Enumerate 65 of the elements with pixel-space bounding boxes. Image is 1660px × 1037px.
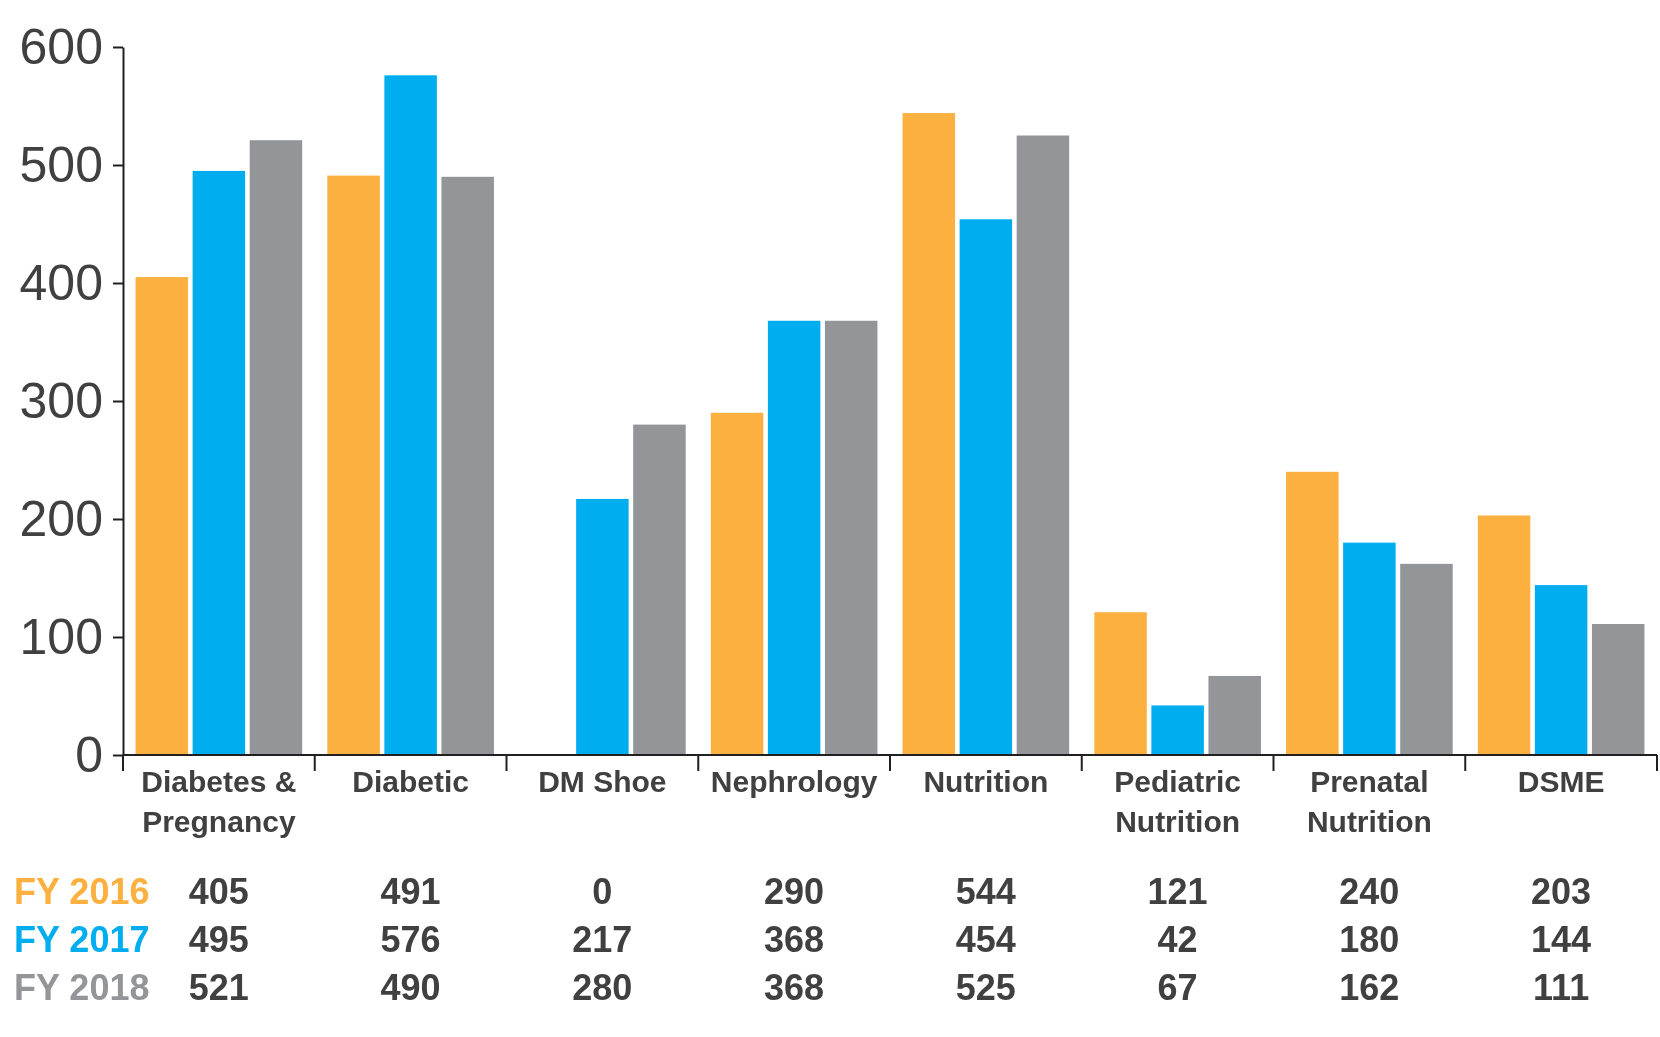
data-label: 217 (572, 918, 633, 960)
data-label: 144 (1531, 918, 1592, 960)
data-label: 67 (1157, 966, 1198, 1008)
x-tick-label: Diabetes & Pregnancy (141, 765, 297, 838)
x-tick-label: Diabetic (352, 765, 469, 798)
bar (1151, 705, 1204, 755)
bar (1094, 612, 1147, 755)
bar (249, 140, 303, 755)
bar (1477, 515, 1531, 755)
data-label: 405 (188, 870, 249, 912)
data-label: 290 (764, 870, 825, 912)
bar (1534, 585, 1588, 755)
bar (824, 320, 878, 755)
x-tick-label: Pediatric Nutrition (1114, 765, 1241, 838)
bar (135, 277, 189, 755)
x-tick-label: Nephrology (710, 765, 878, 798)
bar (902, 113, 956, 755)
bar (1400, 563, 1453, 755)
bar (710, 412, 764, 755)
data-label: 203 (1531, 870, 1592, 912)
data-label: 180 (1339, 918, 1400, 960)
y-tick-label: 100 (19, 608, 103, 665)
bar (633, 424, 686, 755)
x-tick-label: DSME (1517, 765, 1605, 798)
bar (441, 176, 494, 755)
data-label: 576 (380, 918, 441, 960)
data-label: 368 (764, 966, 825, 1008)
bar (1343, 542, 1396, 755)
data-label: 544 (955, 870, 1016, 912)
y-tick-label: 400 (19, 254, 103, 311)
x-tick-label: DM Shoe (538, 765, 667, 798)
bar (576, 498, 629, 755)
data-label: 0 (592, 870, 613, 912)
text: FY 2016 (14, 870, 150, 912)
y-tick-label: 300 (19, 372, 103, 429)
text: FY 2017 (14, 918, 150, 960)
data-label: 162 (1339, 966, 1400, 1008)
y-tick-label: 0 (75, 726, 103, 783)
bar (1016, 135, 1070, 755)
bar (1286, 471, 1339, 755)
bar (384, 75, 437, 755)
bar (327, 175, 380, 755)
bar (1208, 675, 1261, 755)
data-label: 525 (955, 966, 1016, 1008)
x-tick-label: Prenatal Nutrition (1306, 765, 1432, 838)
data-label: 240 (1339, 870, 1400, 912)
text: FY 2018 (14, 966, 150, 1008)
bar (959, 219, 1013, 755)
data-label: 280 (572, 966, 633, 1008)
data-label: 521 (188, 966, 249, 1008)
bar (192, 170, 246, 755)
data-label: 495 (188, 918, 249, 960)
data-label: 121 (1147, 870, 1208, 912)
data-label: 368 (764, 918, 825, 960)
data-label: 42 (1157, 918, 1198, 960)
x-tick-label: Nutrition (923, 765, 1049, 798)
y-tick-label: 200 (19, 490, 103, 547)
data-label: 111 (1533, 966, 1590, 1008)
data-label: 454 (955, 918, 1016, 960)
bar (1591, 624, 1645, 755)
y-tick-label: 600 (19, 18, 103, 75)
y-tick-label: 500 (19, 136, 103, 193)
data-label: 491 (380, 870, 441, 912)
data-label: 490 (380, 966, 441, 1008)
bar (767, 320, 821, 755)
